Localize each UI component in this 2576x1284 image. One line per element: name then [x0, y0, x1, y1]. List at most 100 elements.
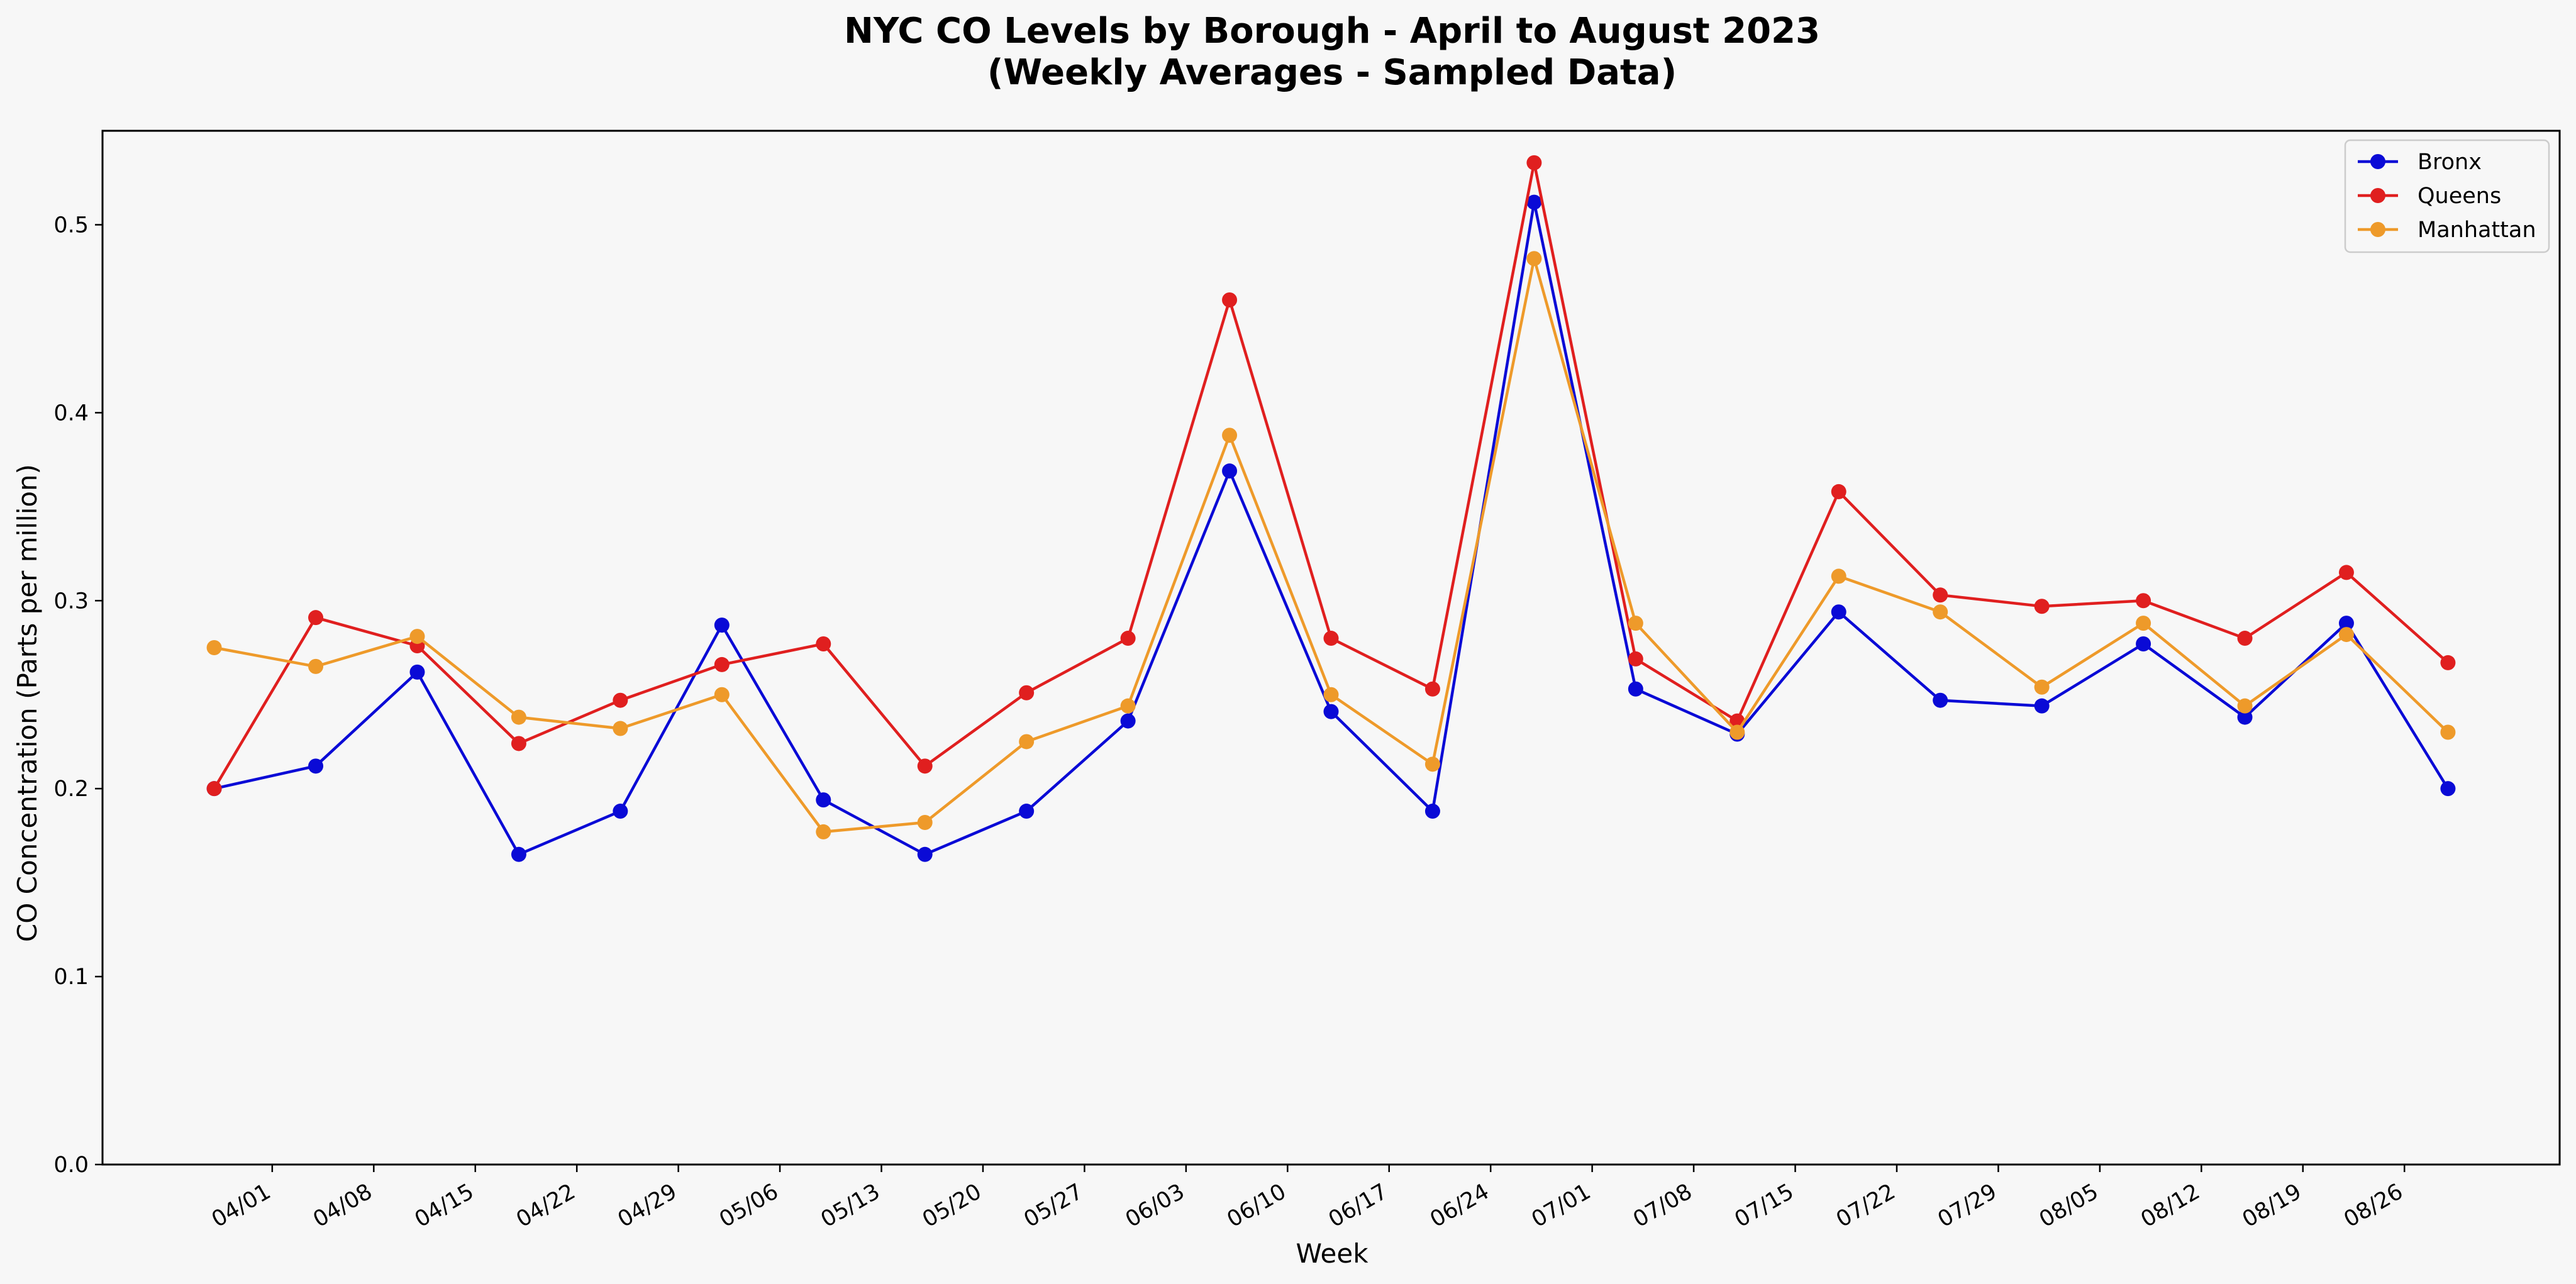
legend-marker-manhattan — [2370, 222, 2385, 237]
data-point-queens — [206, 781, 222, 797]
data-point-manhattan — [1831, 568, 1846, 584]
data-point-queens — [1831, 484, 1846, 499]
y-tick-label: 0.2 — [53, 777, 89, 802]
legend-label-bronx: Bronx — [2418, 150, 2482, 175]
data-point-manhattan — [613, 721, 628, 736]
data-point-queens — [1933, 587, 1948, 603]
data-point-bronx — [2237, 709, 2253, 725]
y-tick-label: 0.3 — [53, 589, 89, 614]
data-point-manhattan — [1424, 756, 1440, 772]
x-tick-label: 06/03 — [1121, 1179, 1189, 1232]
data-point-bronx — [816, 792, 831, 808]
series-manhattan — [206, 251, 2456, 839]
data-point-manhattan — [409, 629, 425, 645]
y-axis-ticks: 0.0 0.1 0.2 0.3 0.4 0.5 — [53, 213, 103, 1178]
y-tick-label: 0.1 — [53, 965, 89, 990]
data-point-queens — [1526, 155, 1542, 170]
data-point-queens — [308, 610, 324, 626]
data-point-bronx — [917, 846, 933, 862]
data-point-manhattan — [308, 658, 324, 674]
x-tick-label: 08/12 — [2136, 1179, 2204, 1232]
data-point-bronx — [714, 617, 730, 633]
y-tick-label: 0.5 — [53, 213, 89, 238]
data-point-bronx — [1323, 704, 1339, 719]
data-point-manhattan — [714, 687, 730, 702]
x-tick-label: 07/08 — [1629, 1179, 1696, 1232]
data-point-bronx — [1424, 804, 1440, 819]
data-point-queens — [816, 636, 831, 652]
series-line-manhattan — [214, 257, 2449, 834]
data-point-manhattan — [1729, 724, 1745, 740]
data-point-queens — [2136, 593, 2151, 609]
data-point-manhattan — [917, 814, 933, 830]
chart-title-line1: NYC CO Levels by Borough - April to Augu… — [844, 11, 1820, 52]
x-tick-label: 06/24 — [1426, 1179, 1493, 1232]
data-point-queens — [511, 736, 526, 751]
x-tick-label: 07/01 — [1528, 1179, 1595, 1232]
x-tick-label: 07/22 — [1832, 1179, 1899, 1232]
x-tick-label: 04/01 — [208, 1179, 275, 1232]
x-tick-label: 05/20 — [918, 1179, 985, 1232]
x-tick-label: 07/29 — [1934, 1179, 2001, 1232]
data-point-queens — [2440, 655, 2456, 670]
data-point-manhattan — [1526, 251, 1542, 267]
data-point-bronx — [2136, 636, 2151, 652]
data-point-bronx — [1120, 713, 1136, 729]
data-point-queens — [2237, 631, 2253, 646]
data-point-bronx — [613, 804, 628, 819]
data-point-queens — [613, 692, 628, 708]
series-queens — [206, 155, 2456, 797]
chart-title-line2: (Weekly Averages - Sampled Data) — [987, 52, 1677, 93]
x-tick-label: 04/29 — [614, 1179, 681, 1232]
legend-box — [2344, 139, 2550, 253]
data-point-queens — [1222, 292, 1238, 308]
data-point-bronx — [1526, 194, 1542, 210]
data-point-queens — [1628, 651, 1643, 667]
data-point-bronx — [1628, 681, 1643, 697]
series-bronx — [206, 194, 2456, 862]
series-line-bronx — [214, 201, 2450, 856]
data-point-bronx — [409, 664, 425, 680]
x-tick-label: 05/06 — [715, 1179, 782, 1232]
data-point-manhattan — [1222, 428, 1238, 443]
data-point-bronx — [1019, 804, 1035, 819]
data-point-manhattan — [2136, 616, 2151, 631]
data-point-queens — [1323, 631, 1339, 646]
series-layer — [206, 155, 2456, 862]
y-tick-label: 0.4 — [53, 401, 89, 426]
data-point-queens — [1019, 685, 1035, 700]
data-point-queens — [2338, 565, 2354, 580]
data-point-manhattan — [2338, 627, 2354, 643]
data-point-bronx — [1933, 692, 1948, 708]
x-tick-label: 08/26 — [2340, 1179, 2407, 1232]
legend: Bronx Queens Manhattan — [2344, 139, 2550, 253]
x-tick-label: 06/10 — [1223, 1179, 1290, 1232]
x-tick-label: 04/22 — [512, 1179, 579, 1232]
data-point-manhattan — [2440, 724, 2456, 740]
x-axis-label: Week — [1296, 1238, 1368, 1269]
x-tick-label: 08/05 — [2035, 1179, 2102, 1232]
data-point-bronx — [308, 758, 324, 774]
data-point-manhattan — [2237, 698, 2253, 714]
data-point-queens — [714, 656, 730, 672]
data-point-manhattan — [1628, 616, 1643, 631]
x-tick-label: 05/13 — [817, 1179, 884, 1232]
data-point-manhattan — [1933, 604, 1948, 620]
x-tick-label: 07/15 — [1731, 1179, 1798, 1232]
data-point-bronx — [1831, 604, 1846, 620]
y-axis-label: CO Concentration (Parts per million) — [12, 464, 43, 942]
data-point-bronx — [1222, 463, 1238, 479]
data-point-manhattan — [1120, 698, 1136, 714]
data-point-manhattan — [816, 824, 831, 839]
x-tick-label: 06/17 — [1324, 1179, 1392, 1232]
y-tick-label: 0.0 — [53, 1153, 89, 1178]
data-point-bronx — [511, 846, 526, 862]
data-point-queens — [1120, 631, 1136, 646]
data-point-manhattan — [206, 640, 222, 655]
legend-label-manhattan: Manhattan — [2418, 218, 2536, 243]
legend-marker-queens — [2370, 188, 2385, 203]
data-point-queens — [1424, 681, 1440, 697]
data-point-queens — [2034, 599, 2050, 614]
data-point-bronx — [2338, 616, 2354, 631]
